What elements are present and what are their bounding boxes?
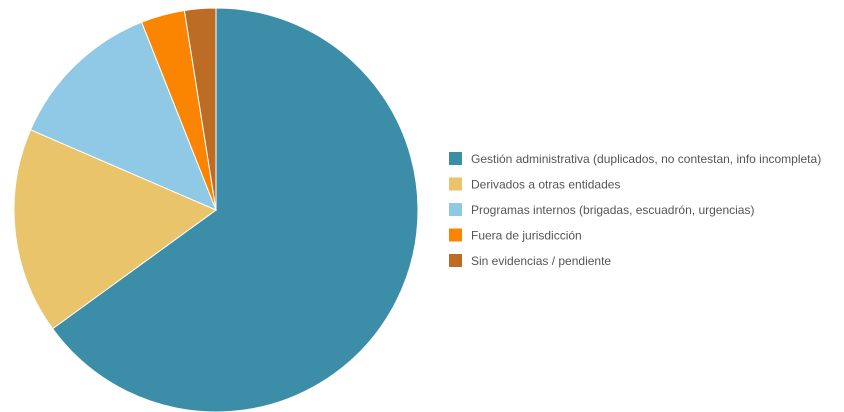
legend-label: Programas internos (brigadas, escuadrón,…	[471, 203, 754, 217]
pie-slice-2[interactable]	[13, 129, 218, 330]
legend-swatch	[449, 152, 462, 165]
legend-label: Sin evidencias / pendiente	[471, 254, 611, 268]
chart-legend: Gestión administrativa (duplicados, no c…	[449, 152, 821, 268]
legend-swatch	[449, 203, 462, 216]
legend-swatch	[449, 177, 462, 191]
pie-slice-3[interactable]	[29, 21, 217, 211]
legend-label: Derivados a otras entidades	[471, 178, 620, 192]
pie-slices	[13, 7, 419, 412]
legend-item[interactable]: Derivados a otras entidades	[449, 177, 620, 192]
pie-slice-5[interactable]	[183, 7, 217, 211]
legend-label: Gestión administrativa (duplicados, no c…	[471, 152, 821, 166]
legend-item[interactable]: Gestión administrativa (duplicados, no c…	[449, 152, 821, 166]
legend-item[interactable]: Sin evidencias / pendiente	[449, 254, 611, 268]
pie-slice-1[interactable]	[51, 7, 419, 412]
legend-label: Fuera de jurisdicción	[471, 229, 582, 243]
legend-item[interactable]: Fuera de jurisdicción	[449, 228, 582, 243]
legend-swatch	[449, 228, 462, 242]
legend-item[interactable]: Programas internos (brigadas, escuadrón,…	[449, 203, 754, 217]
legend-swatch	[449, 254, 462, 267]
